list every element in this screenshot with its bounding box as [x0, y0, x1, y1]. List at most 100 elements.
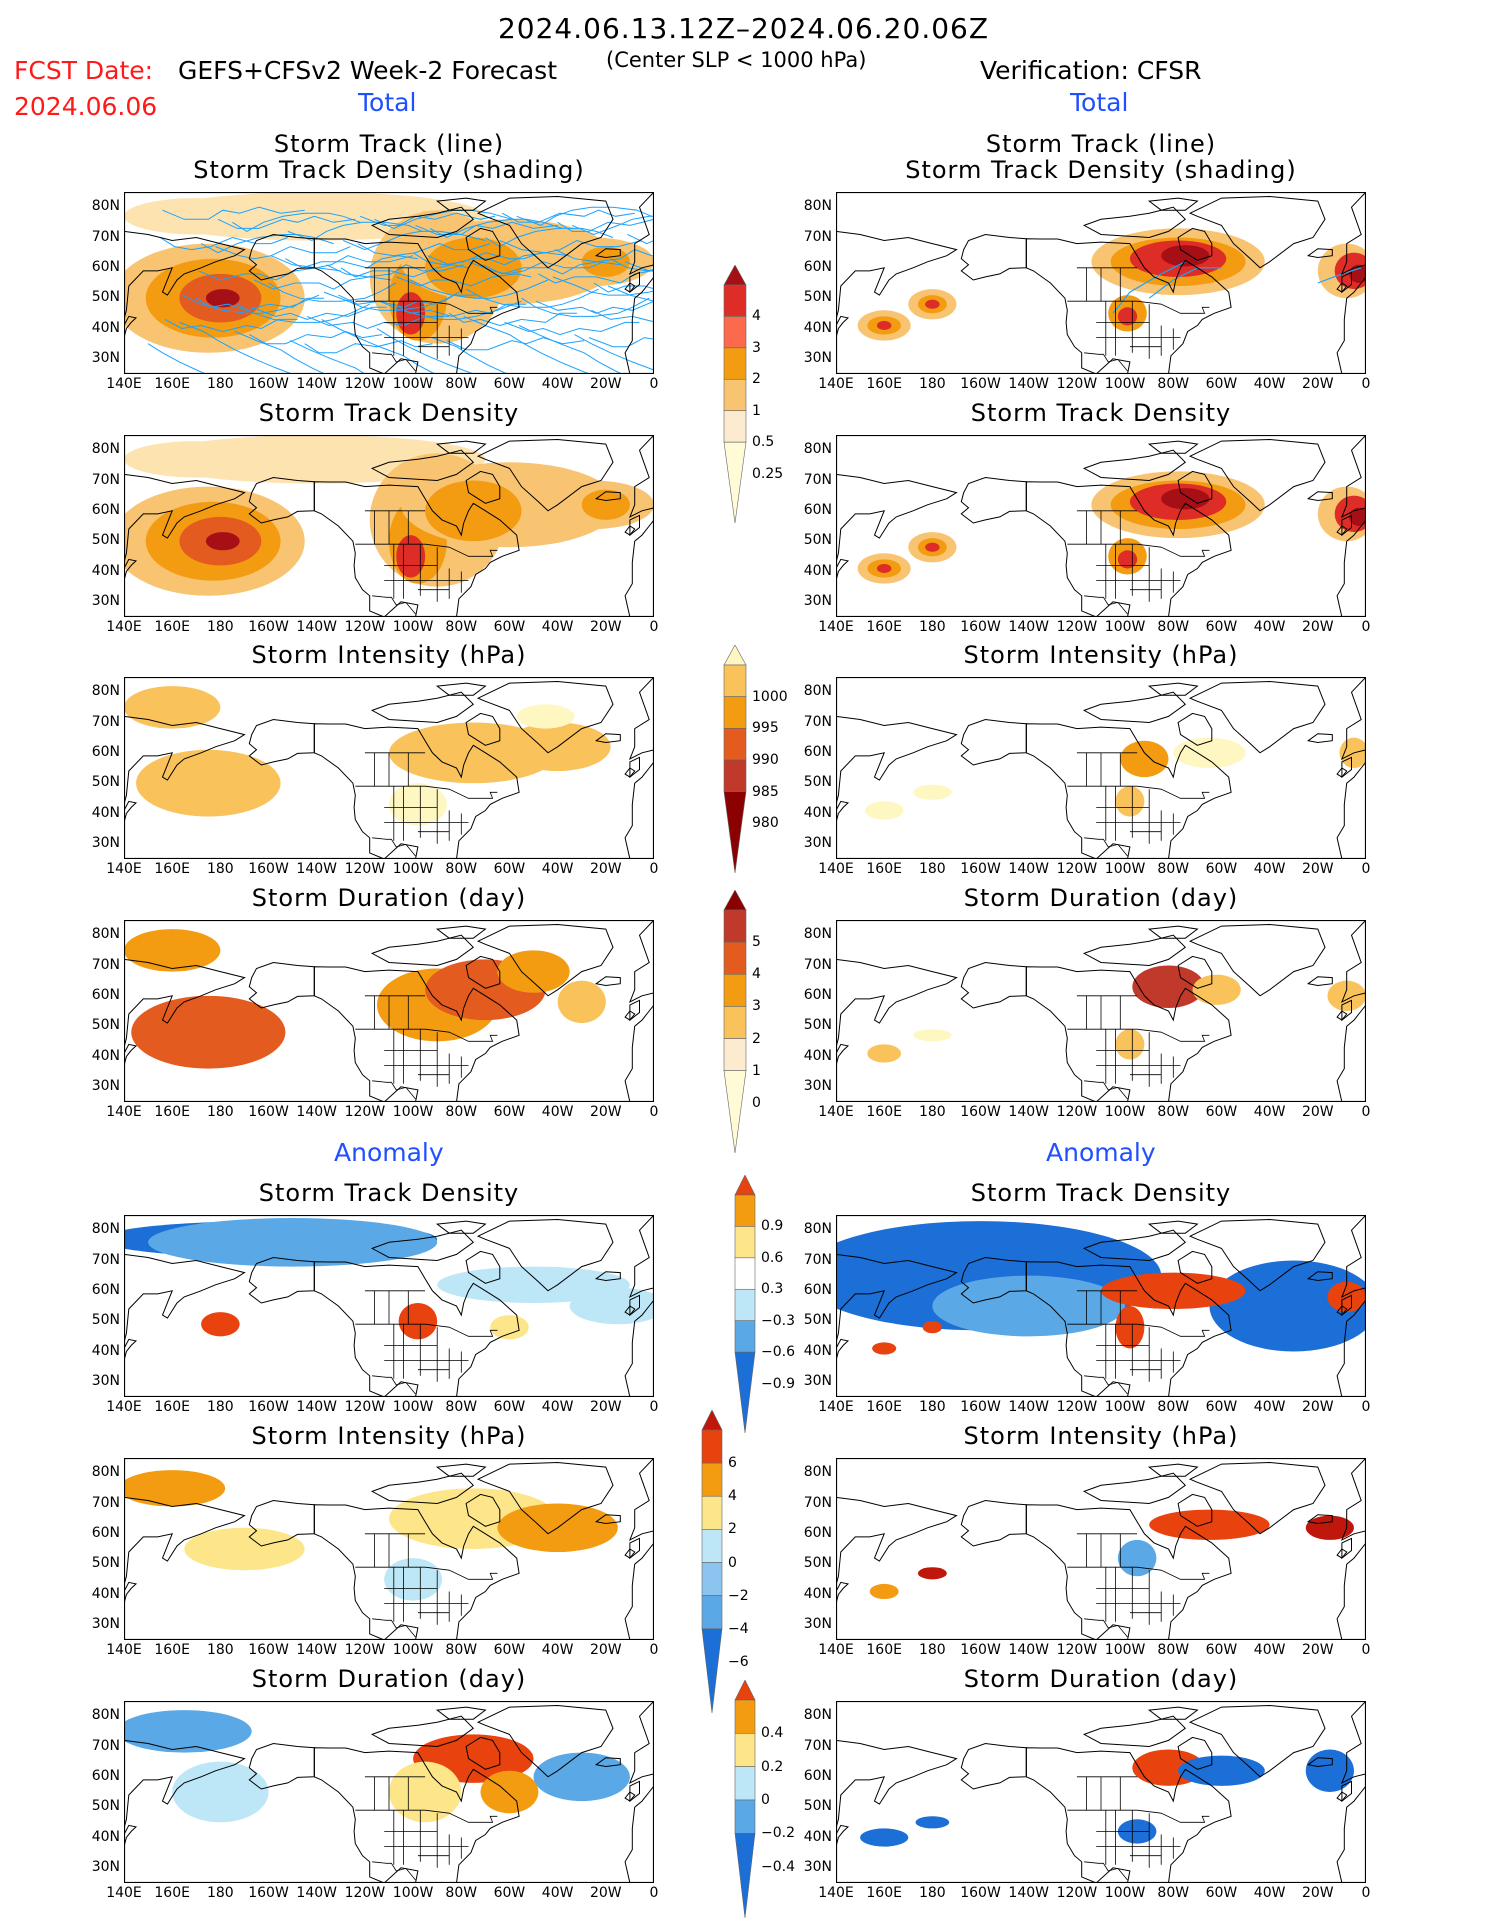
coastline	[836, 1338, 850, 1361]
coastline	[629, 514, 640, 537]
lon-label: 180	[206, 619, 234, 635]
lon-label: 140W	[296, 861, 337, 877]
colorbar-label: 0	[752, 1094, 761, 1111]
field-blob	[869, 1583, 899, 1600]
lon-label: 140E	[106, 1399, 142, 1415]
lon-label: 60W	[1205, 861, 1238, 877]
field-blob	[932, 1275, 1126, 1337]
coastline	[1306, 976, 1333, 987]
storm-track-line	[343, 230, 486, 251]
lon-label: 80W	[445, 1885, 478, 1901]
colorbar-swatch	[723, 728, 747, 761]
verification-panel-3-map	[836, 677, 1366, 859]
coastline	[594, 1271, 621, 1282]
colorbar-label: 4	[752, 308, 761, 325]
map-frame	[836, 192, 1366, 374]
border-line	[1067, 1323, 1210, 1337]
lat-label: 40N	[803, 1828, 832, 1845]
verification-panel-2-svg	[836, 435, 1366, 617]
lat-label: 80N	[91, 683, 120, 700]
lat-label: 50N	[91, 1798, 120, 1815]
field-blob	[1120, 740, 1169, 778]
colorbar-label: 1	[752, 402, 761, 419]
coastline	[836, 920, 958, 1048]
verification-panel-6-title: Storm Intensity (hPa)	[963, 1422, 1239, 1450]
border-line	[1084, 1375, 1128, 1395]
lat-label: 80N	[91, 441, 120, 458]
lon-label: 140W	[1008, 1104, 1049, 1120]
lon-label: 100W	[392, 1104, 434, 1120]
colorbar-label: 3	[752, 339, 761, 356]
field-blob	[557, 980, 606, 1024]
coastline	[1336, 525, 1348, 536]
field-blob	[867, 1044, 902, 1063]
lon-label: 160W	[248, 376, 289, 392]
coastline	[124, 315, 138, 338]
field-blob	[913, 784, 952, 800]
colorbar-swatch	[701, 1495, 723, 1530]
field-blob	[1178, 1755, 1265, 1786]
lon-label: 180	[206, 376, 234, 392]
coastline	[836, 1458, 958, 1586]
coastline	[1341, 1537, 1352, 1560]
lon-label: 160E	[154, 1399, 190, 1415]
coastline	[1177, 1493, 1213, 1527]
lon-label: 160E	[154, 1885, 190, 1901]
colorbar-label: 2	[752, 1030, 761, 1047]
lon-label: 20W	[589, 1104, 622, 1120]
lon-label: 20W	[589, 1885, 622, 1901]
lon-label: 120W	[1056, 1104, 1098, 1120]
forecast-panel-5-svg	[124, 1215, 654, 1397]
lat-label: 60N	[803, 1524, 832, 1541]
lat-label: 30N	[91, 1372, 120, 1389]
storm-track-line	[147, 343, 208, 374]
coastline	[1340, 1701, 1366, 1784]
lon-label: 160W	[248, 861, 289, 877]
coastline	[370, 934, 475, 967]
lon-label: 40W	[541, 1642, 574, 1658]
coastline	[1336, 1785, 1366, 1883]
lat-label: 80N	[803, 198, 832, 215]
lon-label: 20W	[1301, 1642, 1334, 1658]
lon-label: 80W	[1157, 1642, 1190, 1658]
lon-label: 140E	[818, 1399, 854, 1415]
coastline	[594, 248, 621, 259]
lon-label: 120W	[344, 1399, 386, 1415]
storm-track-line	[374, 209, 513, 229]
verification-panel-7-map	[836, 1701, 1366, 1883]
colorbar-label: 0.9	[761, 1218, 784, 1235]
coastline	[124, 1701, 246, 1829]
coastline	[1025, 966, 1232, 1102]
lat-label: 40N	[91, 319, 120, 336]
coastline	[1025, 1504, 1232, 1640]
colorbar-label: −0.6	[761, 1344, 795, 1361]
coastline	[1341, 271, 1352, 294]
coastline	[960, 1499, 1027, 1547]
coastline	[1082, 449, 1187, 482]
colorbar-label: −6	[728, 1653, 749, 1670]
coastline	[594, 1757, 621, 1768]
coastline	[465, 1250, 501, 1284]
colorbar-label: 980	[752, 815, 779, 832]
lat-label: 80N	[91, 1221, 120, 1238]
coastline	[1147, 440, 1199, 454]
field-blob	[490, 1315, 529, 1340]
lon-label: 100W	[392, 619, 434, 635]
storm-track-line	[289, 340, 366, 374]
colorbar-label: 990	[752, 752, 779, 768]
field-blob	[425, 237, 522, 299]
colorbar-label: −2	[728, 1587, 749, 1604]
coastline	[836, 192, 958, 320]
coastline	[124, 558, 138, 581]
lon-label: 120W	[1056, 376, 1098, 392]
coastline	[476, 1218, 614, 1292]
lon-label: 100W	[1104, 1399, 1146, 1415]
map-frame	[124, 920, 654, 1102]
colorbar-label: 5	[752, 934, 761, 951]
colorbar-label: 0.6	[761, 1249, 784, 1266]
field-blob	[1327, 980, 1366, 1011]
storm-track-line	[251, 306, 387, 320]
field-blob	[1327, 1281, 1366, 1313]
border-line	[355, 1028, 498, 1042]
coastline	[594, 491, 621, 502]
